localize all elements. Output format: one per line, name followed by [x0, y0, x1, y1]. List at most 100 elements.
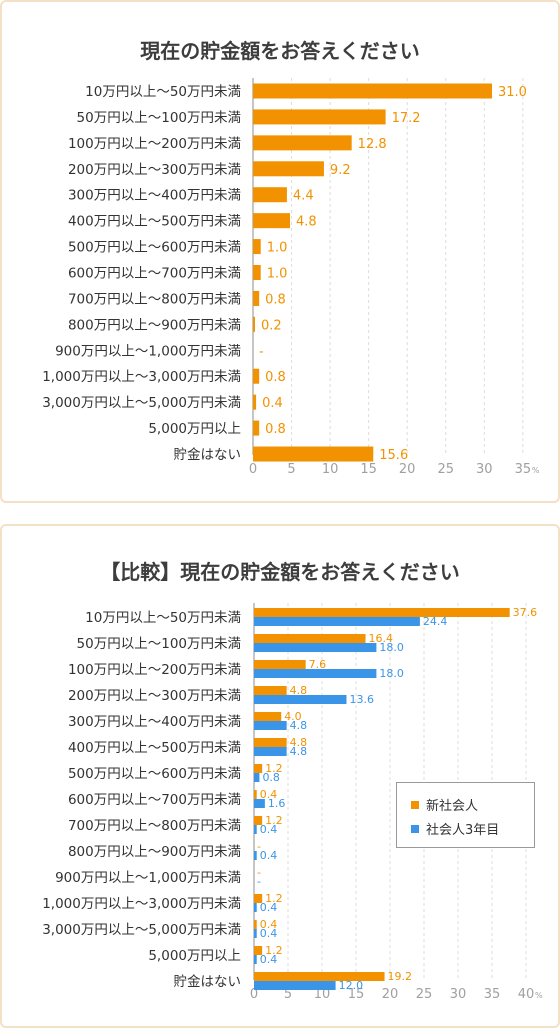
x-unit-label: %: [532, 466, 540, 475]
value-label: 0.8: [265, 292, 286, 307]
value-label: 7.6: [309, 658, 327, 671]
x-tick-label: 25: [416, 987, 433, 1002]
category-label: 800万円以上～900万円未満: [68, 317, 241, 333]
bar-new-employee: [254, 894, 263, 903]
category-label: 3,000万円以上～5,000万円未満: [42, 922, 241, 938]
x-tick-label: 25: [437, 462, 454, 477]
category-label: 10万円以上～50万円未満: [85, 610, 241, 626]
bar: [253, 290, 260, 306]
value-label: 4.8: [296, 215, 317, 230]
bar-new-employee: [254, 920, 257, 929]
savings-bar-chart: 0 5 10 15 20 25 30 35 % 10万円以上～50万円未満 31.0 50万円以上～1…: [42, 78, 540, 477]
bar: [253, 135, 352, 151]
category-label: 400万円以上～500万円未満: [68, 740, 241, 756]
legend-label: 新社会人: [426, 799, 479, 814]
value-label: 1.0: [267, 267, 288, 282]
value-label: 1.6: [268, 797, 286, 810]
value-label: 18.0: [379, 641, 404, 654]
bar-third-year: [254, 799, 265, 808]
bar-new-employee: [254, 738, 287, 747]
bar-new-employee: [254, 686, 287, 695]
category-label: 50万円以上～100万円未満: [77, 636, 241, 652]
bar-new-employee: [254, 660, 306, 669]
x-tick-label: 35: [484, 987, 501, 1002]
category-label: 500万円以上～600万円未満: [68, 766, 241, 782]
category-label: 700万円以上～800万円未満: [68, 291, 241, 307]
category-label: 200万円以上～300万円未満: [68, 688, 241, 704]
bar-third-year: [254, 929, 257, 938]
value-label: 0.4: [260, 823, 278, 836]
value-label: 4.0: [284, 710, 302, 723]
bar: [253, 213, 291, 229]
value-label: 0.4: [260, 953, 278, 966]
bar-third-year: [254, 643, 377, 652]
value-label: 4.8: [290, 684, 308, 697]
bar: [253, 161, 324, 177]
value-label: 0.8: [262, 771, 280, 784]
category-label: 3,000万円以上～5,000万円未満: [42, 395, 241, 411]
bar: [253, 239, 261, 255]
chart-title: 現在の貯金額をお答えください: [140, 39, 420, 63]
value-label: 31.0: [498, 85, 527, 100]
value-label: 0.4: [260, 927, 278, 940]
category-label: 600万円以上～700万円未満: [68, 792, 241, 808]
category-label: 5,000万円以上: [148, 948, 241, 964]
category-label: 500万円以上～600万円未満: [68, 240, 241, 256]
bar-third-year: [254, 903, 257, 912]
bar-new-employee: [254, 764, 263, 773]
value-label: 0.8: [265, 422, 286, 437]
x-unit-label: %: [535, 991, 543, 1000]
bar: [253, 265, 261, 281]
value-label: 19.2: [388, 970, 413, 983]
value-label: 1.2: [265, 762, 283, 775]
value-label: -: [257, 875, 261, 888]
category-label: 100万円以上～200万円未満: [68, 136, 241, 152]
bar-new-employee: [254, 608, 510, 617]
category-label: 800万円以上～900万円未満: [68, 844, 241, 860]
value-label: 0.4: [260, 901, 278, 914]
x-tick-label: 15: [360, 462, 377, 477]
value-label: 1.2: [265, 814, 283, 827]
value-label: 4.8: [290, 745, 308, 758]
value-label: 0.4: [260, 788, 278, 801]
bar-new-employee: [254, 790, 257, 799]
x-tick-label: 10: [322, 462, 339, 477]
value-label: -: [259, 344, 264, 359]
bar-new-employee: [254, 816, 263, 825]
bar: [253, 394, 257, 410]
value-label: 37.6: [513, 606, 538, 619]
value-label: 4.8: [290, 719, 308, 732]
bar: [253, 420, 260, 436]
value-label: 1.2: [265, 944, 283, 957]
x-tick-label: 5: [284, 987, 292, 1002]
bar-third-year: [254, 825, 257, 834]
category-label: 700万円以上～800万円未満: [68, 818, 241, 834]
value-label: 4.8: [290, 736, 308, 749]
value-label: 1.0: [267, 241, 288, 256]
value-label: 15.6: [379, 448, 408, 463]
category-label: 10万円以上～50万円未満: [85, 84, 241, 100]
legend-label: 社会人3年目: [426, 823, 500, 838]
x-tick-label: 40: [518, 987, 535, 1002]
category-label: 900万円以上～1,000万円未満: [55, 870, 241, 886]
bar: [253, 316, 255, 332]
bar-new-employee: [254, 946, 263, 955]
chart-legend: 新社会人 社会人3年目: [396, 782, 535, 848]
bar-third-year: [254, 617, 420, 626]
bar-third-year: [254, 851, 257, 860]
x-tick-label: 0: [249, 462, 257, 477]
category-label: 5,000万円以上: [148, 421, 241, 437]
value-label: 18.0: [379, 667, 404, 680]
bar: [253, 83, 492, 99]
x-tick-label: 20: [382, 987, 399, 1002]
value-label: 0.4: [260, 918, 278, 931]
x-tick-label: 35: [515, 462, 532, 477]
x-tick-label: 10: [314, 987, 331, 1002]
value-label: 16.4: [369, 632, 394, 645]
bar-third-year: [254, 747, 287, 756]
bar-new-employee: [254, 712, 282, 721]
category-label: 100万円以上～200万円未満: [68, 662, 241, 678]
bar-third-year: [254, 955, 257, 964]
bar-new-employee: [254, 634, 366, 643]
